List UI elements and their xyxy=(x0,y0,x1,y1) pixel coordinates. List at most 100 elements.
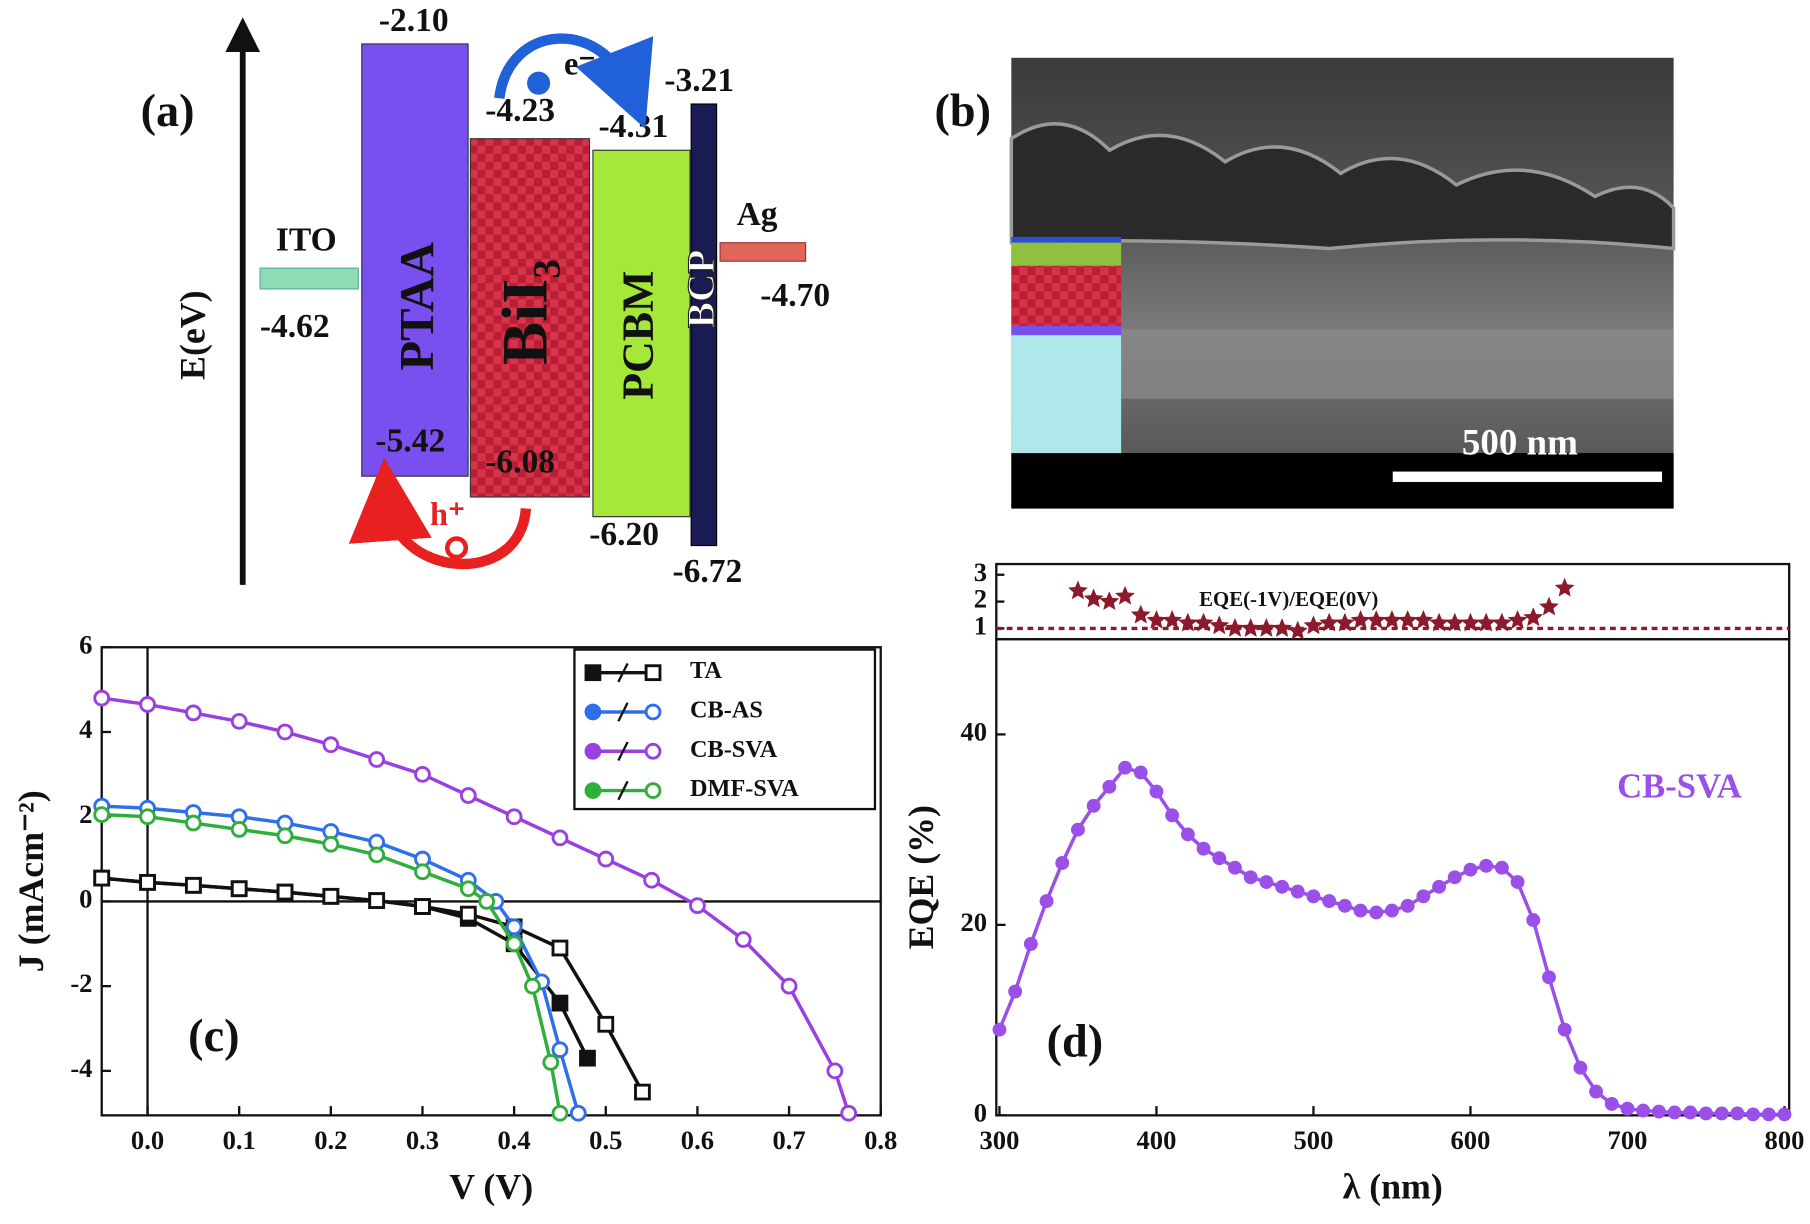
star-marker xyxy=(1209,615,1230,635)
legend-slash xyxy=(617,702,629,722)
marker xyxy=(734,931,752,948)
marker xyxy=(1102,779,1117,794)
legend-marker xyxy=(644,703,662,721)
layer-name: PCBM xyxy=(614,271,663,400)
marker xyxy=(1290,884,1305,899)
star-marker xyxy=(1539,596,1559,616)
x-tick-label: 0.2 xyxy=(314,1125,347,1155)
marker xyxy=(276,827,294,845)
electron-label: e⁻ xyxy=(564,45,595,81)
star-marker xyxy=(1413,610,1434,629)
marker xyxy=(1337,898,1352,913)
y-tick-label: 2 xyxy=(79,799,92,829)
legend-marker xyxy=(584,703,602,721)
marker xyxy=(1432,879,1447,894)
x-tick-label: 400 xyxy=(1137,1125,1177,1155)
marker xyxy=(505,935,523,953)
star-marker xyxy=(1303,615,1324,635)
marker xyxy=(414,898,431,915)
legend-label: DMF-SVA xyxy=(690,775,799,802)
marker xyxy=(1463,862,1478,877)
star-marker xyxy=(1178,612,1198,632)
curve xyxy=(101,876,590,1059)
marker xyxy=(1008,984,1023,999)
x-tick-label: 0.0 xyxy=(131,1125,164,1155)
star-marker xyxy=(1523,607,1544,627)
marker xyxy=(1196,841,1211,856)
marker xyxy=(551,1104,569,1122)
star-marker xyxy=(1162,610,1183,629)
y-tick-label: 6 xyxy=(79,629,92,659)
marker xyxy=(414,863,431,881)
marker xyxy=(93,689,111,707)
energy-level: -2.10 xyxy=(379,2,449,39)
energy-level: -6.72 xyxy=(672,553,742,590)
energy-level: -4.62 xyxy=(260,308,330,345)
marker xyxy=(322,736,340,754)
marker xyxy=(551,994,569,1012)
marker xyxy=(542,1054,560,1071)
marker xyxy=(1039,894,1054,909)
pcbm-layer xyxy=(592,149,691,518)
x-tick-label: 500 xyxy=(1294,1125,1334,1155)
x-tick-label: 0.1 xyxy=(223,1125,256,1155)
marker xyxy=(93,806,111,823)
curve xyxy=(997,765,1785,1117)
plot-frame xyxy=(995,638,1791,1117)
star-marker xyxy=(1099,591,1120,611)
legend-label: TA xyxy=(690,657,722,684)
axis-label: E(eV) xyxy=(173,290,213,380)
marker xyxy=(524,977,541,995)
y-tick-label: 3 xyxy=(974,557,987,587)
marker xyxy=(1526,913,1541,928)
marker xyxy=(1730,1106,1745,1121)
marker xyxy=(505,918,523,936)
marker xyxy=(1212,851,1227,866)
legend-label: CB-AS xyxy=(690,697,763,724)
star-marker xyxy=(1068,580,1088,600)
inset-label: EQE(-1V)/EQE(0V) xyxy=(1199,588,1378,611)
layer-name: Ag xyxy=(737,196,778,233)
bii3-layer xyxy=(469,138,591,498)
marker xyxy=(1416,889,1431,904)
x-tick-label: 0.7 xyxy=(772,1125,805,1155)
legend-marker xyxy=(584,782,602,799)
star-marker xyxy=(1350,610,1371,629)
marker xyxy=(826,1062,844,1080)
x-tick-label: 0.4 xyxy=(498,1125,531,1155)
y-tick-label: 2 xyxy=(974,584,987,614)
energy-level: -4.31 xyxy=(598,108,668,145)
legend-marker xyxy=(644,742,662,760)
marker xyxy=(230,713,248,730)
marker xyxy=(1322,894,1337,909)
marker xyxy=(1542,970,1556,985)
marker xyxy=(1023,936,1038,951)
panel-label: (b) xyxy=(935,85,992,136)
star-marker xyxy=(1397,610,1418,629)
star-marker xyxy=(1130,604,1151,624)
energy-level: -3.21 xyxy=(664,62,734,99)
legend-label: CB-SVA xyxy=(690,736,778,763)
star-marker xyxy=(1225,618,1245,637)
marker xyxy=(840,1104,858,1122)
stack-pcbm xyxy=(1011,242,1122,266)
marker xyxy=(139,808,156,826)
x-tick-label: 0.8 xyxy=(864,1125,897,1155)
marker xyxy=(139,873,156,891)
star-marker xyxy=(1334,612,1355,632)
marker xyxy=(1604,1096,1619,1111)
marker xyxy=(597,1015,615,1033)
marker xyxy=(184,814,202,832)
energy-level: -5.42 xyxy=(375,423,445,460)
layer-name: ITO xyxy=(276,221,337,258)
legend-slash xyxy=(617,741,629,762)
marker xyxy=(551,1041,569,1059)
legend-marker xyxy=(644,782,662,799)
panel-label: (d) xyxy=(1047,1016,1104,1067)
hole-arrow xyxy=(348,457,532,570)
marker xyxy=(230,821,248,838)
marker xyxy=(1306,889,1321,904)
x-tick-label: 0.3 xyxy=(406,1125,439,1155)
marker xyxy=(276,723,294,741)
